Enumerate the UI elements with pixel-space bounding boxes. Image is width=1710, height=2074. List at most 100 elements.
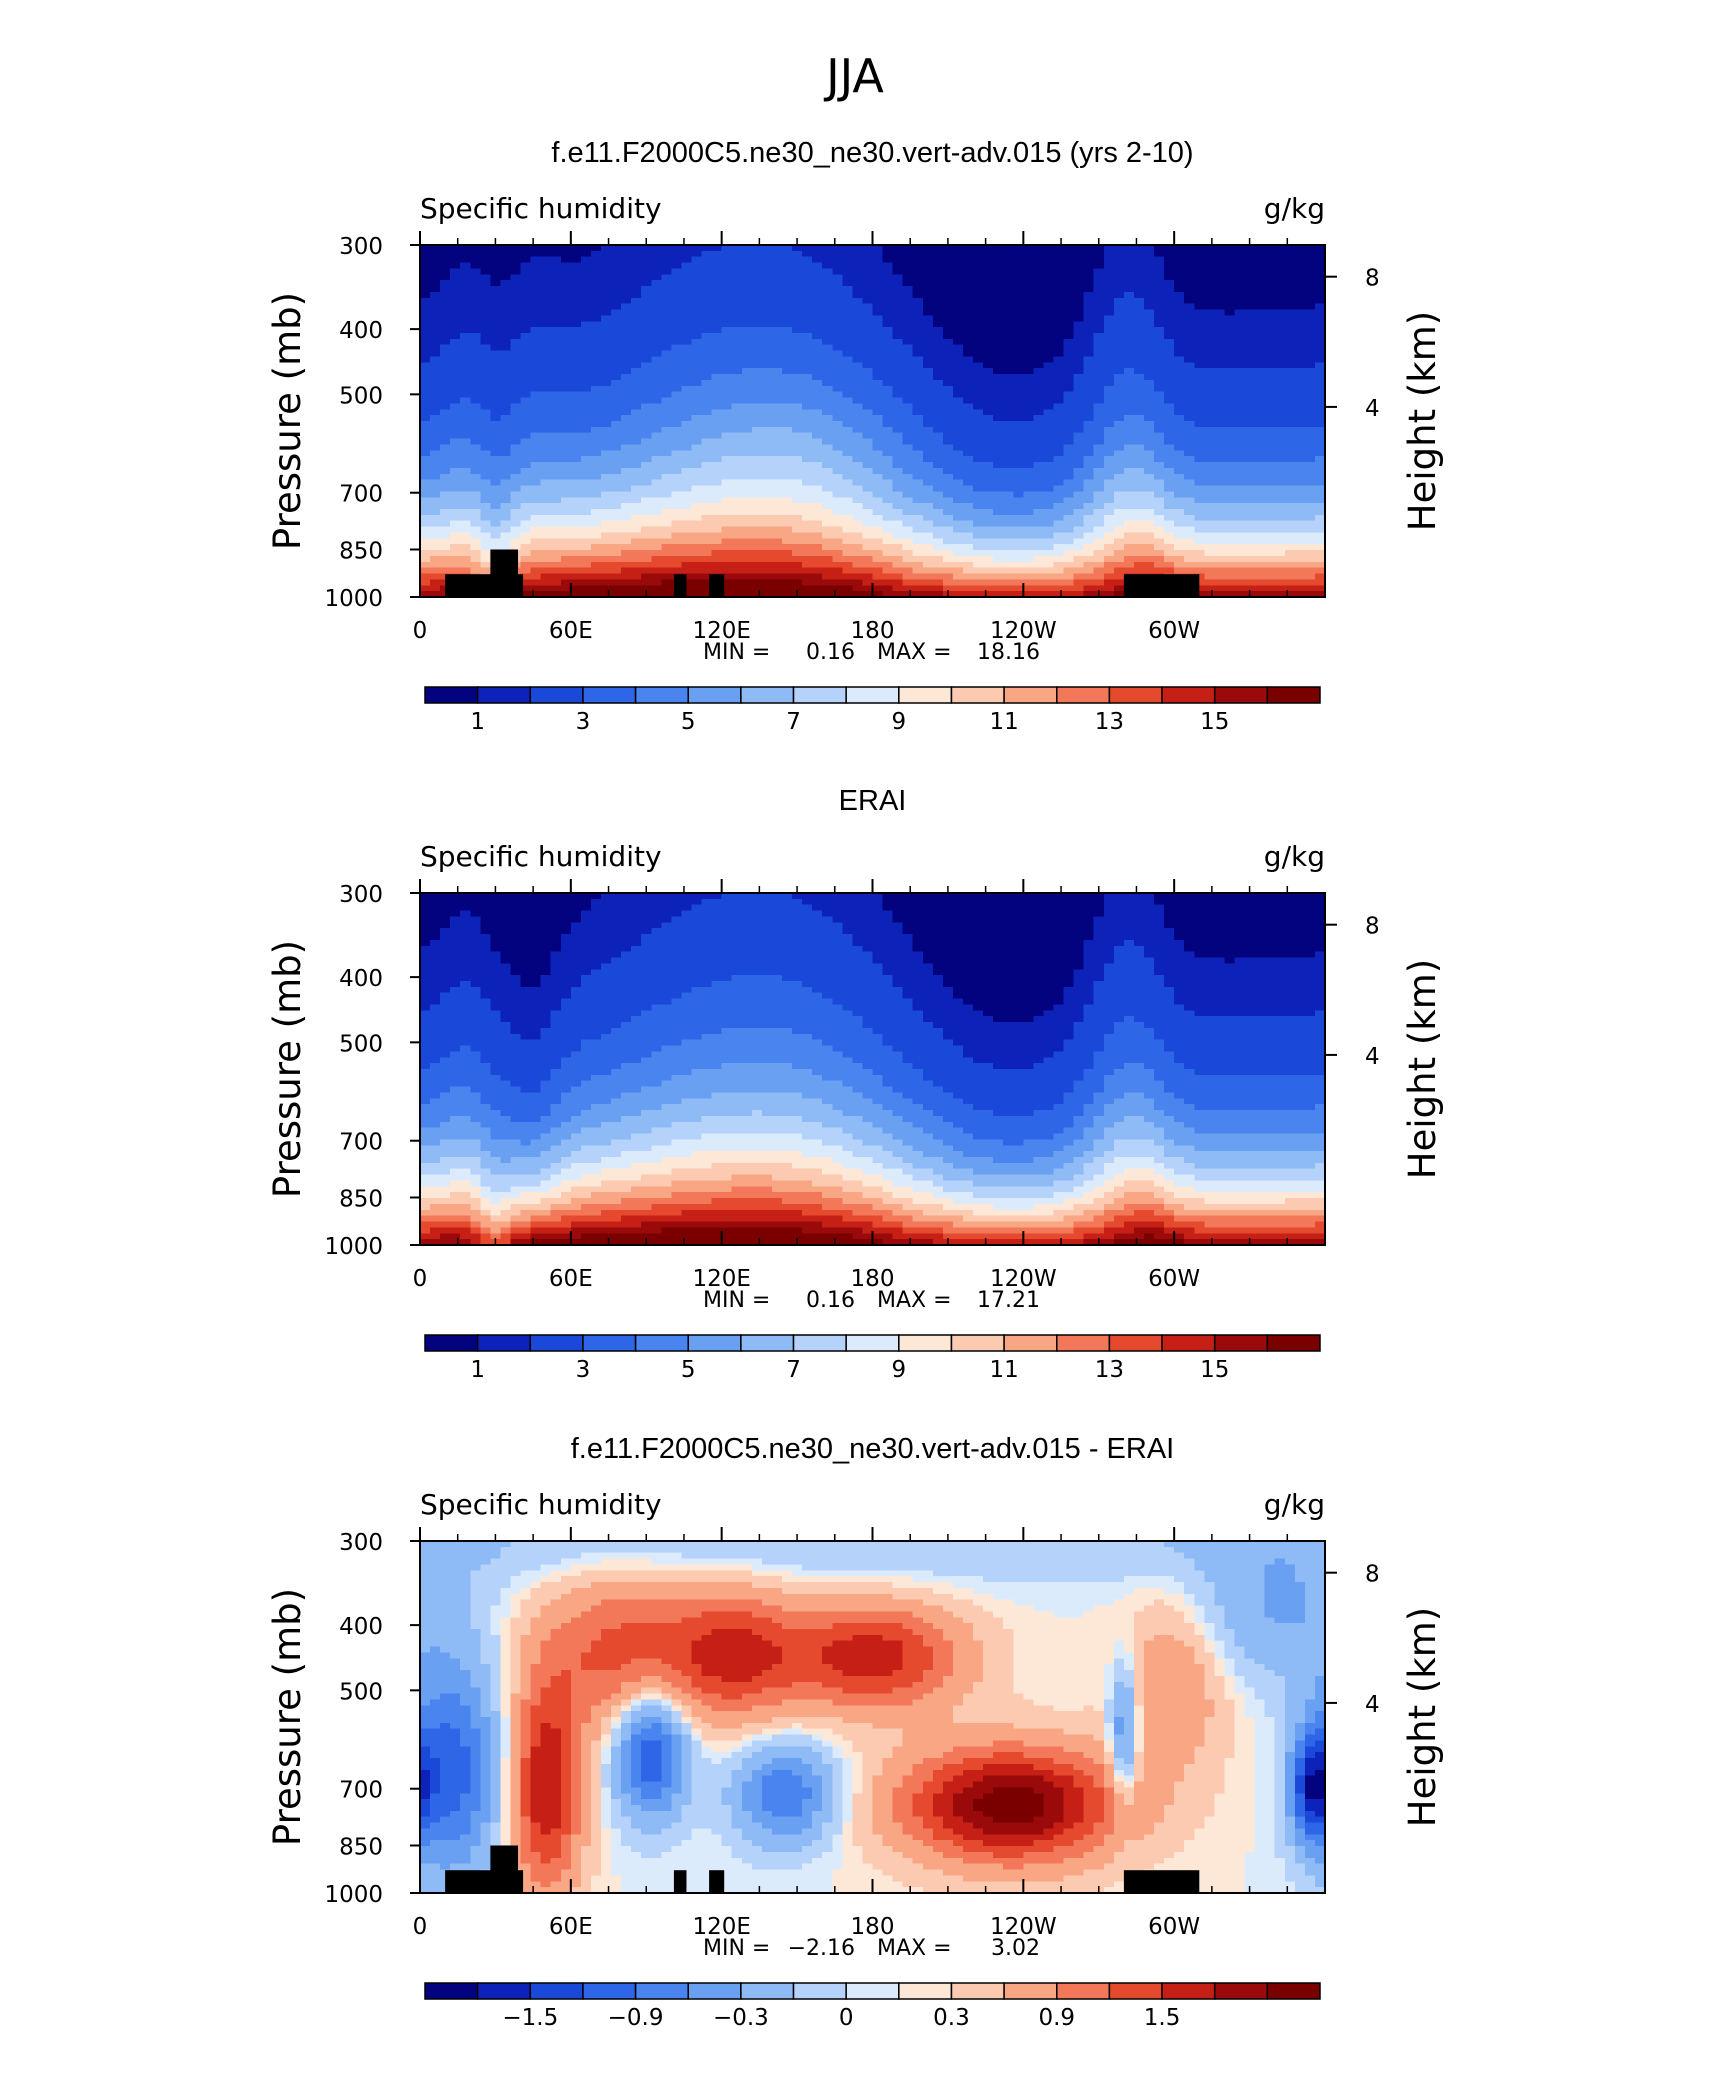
field-cell xyxy=(701,520,713,528)
field-cell xyxy=(490,385,502,393)
field-cell xyxy=(882,374,894,381)
field-cell xyxy=(631,297,642,305)
field-cell xyxy=(792,268,803,275)
field-cell xyxy=(721,491,733,498)
field-cell xyxy=(1234,503,1246,510)
field-cell xyxy=(430,250,441,258)
field-cell xyxy=(872,479,884,487)
field-cell xyxy=(902,579,914,586)
field-cell xyxy=(1033,321,1045,328)
field-cell xyxy=(530,473,542,481)
field-cell xyxy=(691,297,703,305)
field-cell xyxy=(470,274,481,281)
field-cell xyxy=(701,567,713,575)
field-cell xyxy=(490,514,502,522)
field-cell xyxy=(1003,256,1014,264)
field-cell xyxy=(480,291,491,299)
field-cell xyxy=(912,274,924,281)
field-cell xyxy=(691,397,703,404)
field-cell xyxy=(872,356,884,363)
field-cell xyxy=(1013,579,1024,586)
field-cell xyxy=(1244,579,1256,586)
field-cell xyxy=(1194,385,1205,393)
field-cell xyxy=(1003,438,1014,446)
field-cell xyxy=(611,520,622,528)
field-cell xyxy=(611,544,622,551)
field-cell xyxy=(580,262,592,270)
field-cell xyxy=(1043,268,1055,275)
field-cell xyxy=(761,467,773,475)
field-cell xyxy=(560,567,572,575)
field-cell xyxy=(470,538,481,545)
field-cell xyxy=(892,262,904,270)
field-cell xyxy=(1103,421,1115,428)
field-cell xyxy=(1194,567,1205,575)
field-cell xyxy=(832,274,843,281)
field-cell xyxy=(1234,397,1246,404)
field-cell xyxy=(932,485,944,492)
field-cell xyxy=(611,362,622,369)
field-cell xyxy=(822,520,833,528)
field-cell xyxy=(661,538,672,545)
field-cell xyxy=(530,379,542,387)
field-cell xyxy=(550,573,562,580)
field-cell xyxy=(631,450,642,457)
field-cell xyxy=(1204,438,1215,446)
field-cell xyxy=(611,591,622,598)
field-cell xyxy=(560,509,572,516)
field-cell xyxy=(802,479,813,487)
field-cell xyxy=(1093,374,1105,381)
field-cell xyxy=(1093,509,1105,516)
field-cell xyxy=(560,315,572,322)
field-cell xyxy=(771,403,783,410)
field-cell xyxy=(983,426,994,434)
field-cell xyxy=(1133,286,1145,293)
field-cell xyxy=(1063,538,1075,545)
field-cell xyxy=(882,497,894,504)
field-cell xyxy=(802,550,813,557)
field-cell xyxy=(862,567,874,575)
field-cell xyxy=(1184,368,1195,375)
field-cell xyxy=(1154,503,1165,510)
field-cell xyxy=(520,456,532,463)
field-cell xyxy=(1244,497,1256,504)
field-cell xyxy=(872,462,884,469)
field-cell xyxy=(560,338,572,346)
field-cell xyxy=(1154,315,1165,322)
field-cell xyxy=(1103,585,1115,592)
field-cell xyxy=(802,350,813,358)
field-cell xyxy=(932,497,944,504)
field-cell xyxy=(621,379,632,387)
field-cell xyxy=(1194,532,1205,539)
field-cell xyxy=(1194,509,1205,516)
field-cell xyxy=(963,297,974,305)
field-cell xyxy=(1214,368,1226,375)
field-cell xyxy=(771,467,783,475)
field-cell xyxy=(973,262,984,270)
field-cell xyxy=(570,591,582,598)
field-cell xyxy=(1013,544,1024,551)
field-cell xyxy=(892,415,904,422)
field-cell xyxy=(1204,333,1215,340)
field-cell xyxy=(751,485,763,492)
field-cell xyxy=(1033,409,1045,416)
field-cell xyxy=(1214,344,1226,352)
field-cell xyxy=(731,374,743,381)
field-cell xyxy=(480,344,491,352)
field-cell xyxy=(1133,538,1145,545)
field-cell xyxy=(872,338,884,346)
field-cell xyxy=(590,526,602,534)
field-cell xyxy=(1073,409,1085,416)
field-cell xyxy=(440,391,451,399)
field-cell xyxy=(1123,514,1135,522)
field-cell xyxy=(1023,497,1034,504)
field-cell xyxy=(852,503,864,510)
field-cell xyxy=(621,391,632,399)
field-cell xyxy=(942,297,954,305)
field-cell xyxy=(922,309,934,316)
field-cell xyxy=(842,344,853,352)
field-cell xyxy=(681,374,693,381)
field-cell xyxy=(751,561,763,569)
field-cell xyxy=(721,532,733,539)
field-cell xyxy=(1174,532,1185,539)
